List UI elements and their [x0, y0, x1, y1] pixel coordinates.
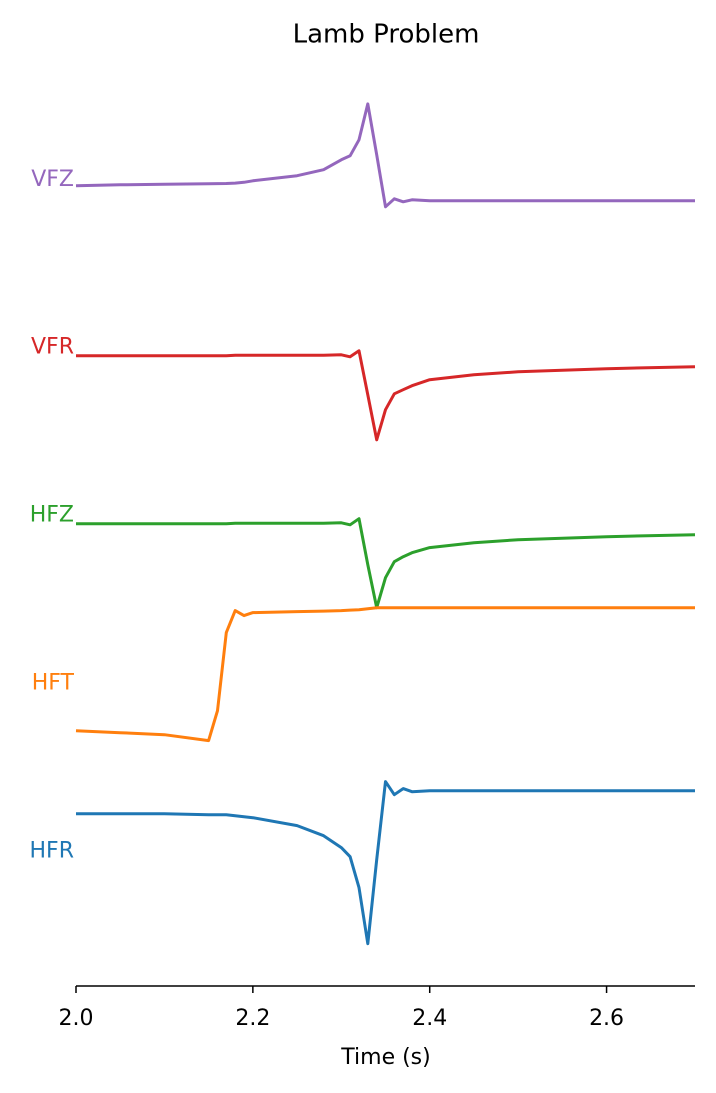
y-tick-label: VFZ	[31, 167, 74, 192]
x-tick-label: 2.2	[235, 1006, 270, 1031]
series-line	[76, 517, 696, 610]
y-tick-label: HFZ	[30, 503, 74, 528]
x-tick-label: 2.0	[59, 1006, 94, 1031]
y-tick-label: HFT	[32, 671, 75, 696]
y-tick-label: HFR	[30, 839, 74, 864]
chart-title: Lamb Problem	[293, 20, 480, 50]
x-tick-label: 2.4	[412, 1006, 447, 1031]
x-tick-label: 2.6	[589, 1006, 624, 1031]
series-line	[75, 606, 695, 743]
series-line	[75, 102, 695, 209]
series-line	[76, 349, 696, 442]
y-tick-label: VFR	[31, 335, 74, 360]
x-axis-label: Time (s)	[340, 1045, 430, 1070]
series-line	[76, 780, 695, 946]
